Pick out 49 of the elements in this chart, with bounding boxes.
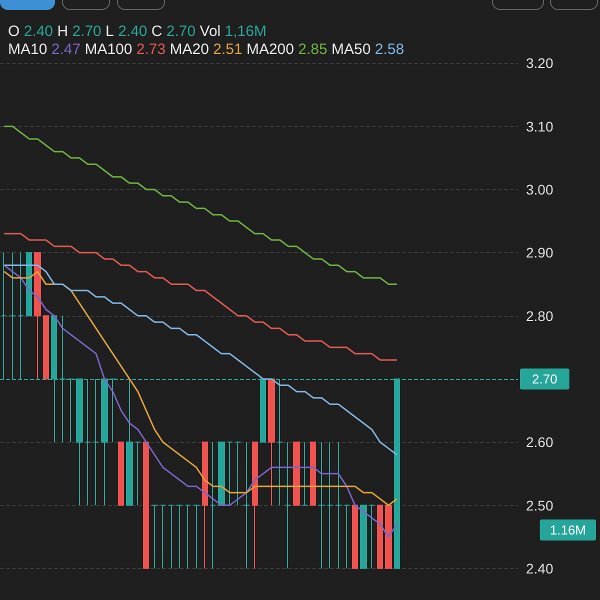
candlestick <box>176 504 183 569</box>
line-series <box>3 232 398 361</box>
candlestick <box>34 252 41 380</box>
text: O 2.40 H 2.70 L 2.40 C 2.70 Vol 1,16M <box>8 23 267 40</box>
candlestick <box>377 504 383 569</box>
candlestick <box>118 442 124 506</box>
candlestick <box>268 378 275 506</box>
candlestick <box>352 504 358 569</box>
candlestick <box>218 442 225 506</box>
candlestick <box>302 442 308 506</box>
candlestick <box>235 442 241 506</box>
y-tick-label: 3.10 <box>526 118 554 134</box>
candlestick <box>318 442 325 569</box>
candlestick <box>151 504 158 569</box>
candlestick <box>369 504 375 569</box>
candlestick <box>160 504 166 569</box>
candlestick <box>360 504 367 569</box>
candlestick <box>310 442 316 506</box>
line-series <box>3 264 398 456</box>
candlestick <box>327 442 333 569</box>
candlestick <box>335 442 342 569</box>
candlestick <box>243 442 250 569</box>
y-tick-label: 2.40 <box>526 560 554 576</box>
ref-line-label: 2.70 <box>532 371 558 386</box>
candlestick <box>285 442 291 569</box>
text: MA10 2.47 MA100 2.73 MA20 2.51 MA200 2.85 MA50 2.58 <box>8 41 404 58</box>
candlestick <box>185 504 191 569</box>
candlestick <box>202 442 208 569</box>
candlestick <box>344 504 350 569</box>
text: 1.16M <box>550 522 586 538</box>
candlestick <box>126 378 133 506</box>
candlestick <box>43 315 49 380</box>
y-tick-label: 2.90 <box>526 244 554 261</box>
y-tick-label: 2.50 <box>526 497 554 514</box>
candlestick <box>385 504 392 569</box>
candlestick <box>143 442 149 569</box>
y-tick-label: 3.00 <box>526 181 554 198</box>
y-tick-label: 3.20 <box>526 55 554 72</box>
line-series <box>3 126 398 285</box>
candlestick <box>168 504 174 569</box>
candlestick <box>135 442 141 506</box>
candlestick <box>252 442 258 569</box>
candlestick <box>26 252 32 316</box>
candlestick <box>193 504 200 569</box>
candlestick <box>210 442 216 569</box>
candlestick <box>227 442 233 506</box>
candlestick <box>293 442 300 506</box>
y-tick-label: 2.80 <box>526 308 554 324</box>
y-tick-label: 2.60 <box>526 434 554 450</box>
